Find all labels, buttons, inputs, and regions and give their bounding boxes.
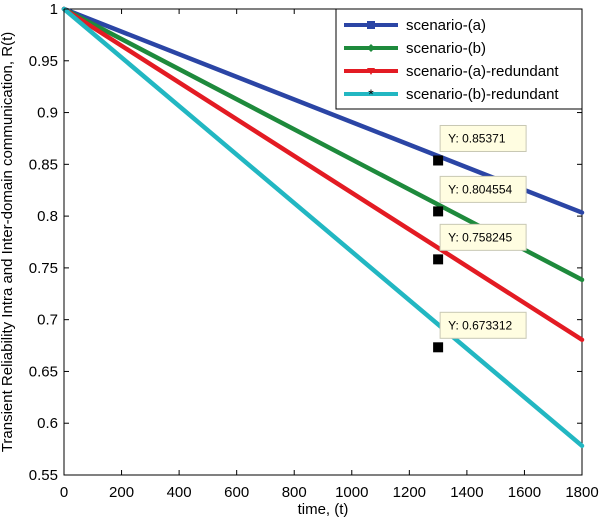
x-tick-label: 800 [282,484,307,501]
datatip-label: Y: 0.758245 [448,230,512,244]
legend-marker [367,68,375,75]
y-tick-label: 0.8 [37,208,58,225]
y-tick-label: 0.75 [29,260,58,277]
x-tick-label: 1000 [335,484,368,501]
datatip-marker [433,155,444,166]
legend-label: scenario-(b)-redundant [406,86,559,103]
datatip-box [439,124,527,152]
x-axis-label: time, (t) [298,501,349,518]
series-line-4 [61,6,585,449]
datatip-label: Y: 0.85371 [448,131,506,145]
legend-marker [367,44,375,52]
x-tick-label: 1400 [450,484,483,501]
x-tick-label: 600 [224,484,249,501]
x-tick-label: 1800 [565,484,598,501]
y-tick-label: 0.85 [29,156,58,173]
x-tick-label: 400 [167,484,192,501]
datatip-marker [433,206,444,217]
datatip-label: Y: 0.673312 [448,318,512,332]
y-axis-label: Transient Reliability Intra and Inter-do… [0,32,16,452]
annotation-layer: Y: 0.85371 Y: 0.804554 Y: 0.758245 Y: 0.673… [433,124,527,353]
x-tick-label: 1600 [508,484,541,501]
legend: scenario-(a) scenario-(b) scenario-(a)-red… [335,8,583,110]
datatip-box [439,175,527,203]
datatip-box [439,311,527,339]
series-line-3 [61,6,585,343]
y-tick-label: 1 [50,1,58,18]
y-tick-label: 0.6 [37,415,58,432]
ticks-layer: 0 200 400 600 800 1000 1200 1400 1600 1800 0.55 0.6… [29,1,599,501]
datatip-label: Y: 0.804554 [448,182,512,196]
legend-label: scenario-(b) [406,40,486,57]
datatip-marker [433,254,444,265]
x-tick-label: 1200 [393,484,426,501]
y-tick-label: 0.7 [37,312,58,329]
y-tick-label: 0.9 [37,105,58,122]
legend-label: scenario-(a) [406,17,486,34]
y-tick-label: 0.65 [29,363,58,380]
legend-label: scenario-(a)-redundant [406,63,559,80]
y-tick-label: 0.55 [29,467,58,484]
x-tick-label: 0 [60,484,68,501]
x-tick-label: 200 [109,484,134,501]
legend-marker [367,21,375,29]
datatip-marker [433,342,444,353]
datatip-box [439,223,527,251]
y-tick-label: 0.95 [29,53,58,70]
legend-marker: * [368,86,374,102]
